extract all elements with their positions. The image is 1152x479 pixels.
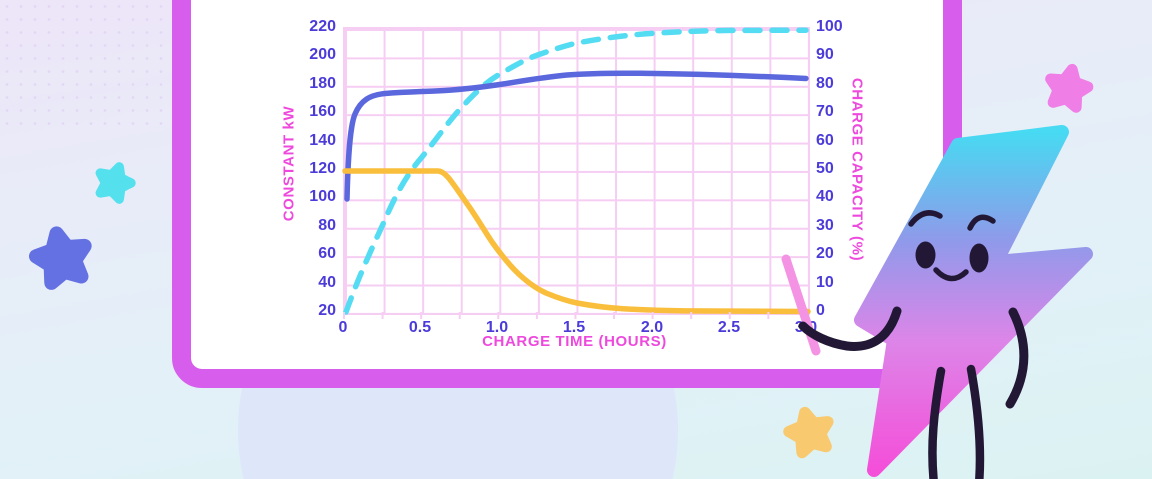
right-tick: 90 — [816, 46, 834, 63]
cyan-star-icon — [95, 162, 136, 204]
left-tick: 60 — [318, 245, 336, 262]
x-tick: 0.5 — [408, 319, 432, 336]
mascot-right-leg — [966, 364, 985, 479]
x-axis-title: CHARGE TIME (HOURS) — [482, 333, 667, 350]
mascot-right-eyebrow — [967, 214, 996, 231]
y-axis-left-title: CONSTANT kW — [280, 105, 298, 222]
mascot-right-arm — [1005, 307, 1029, 409]
x-tick: 2.5 — [717, 319, 741, 336]
right-tick: 0 — [816, 302, 825, 319]
left-tick: 180 — [309, 75, 336, 92]
charge-capacity-line — [343, 27, 809, 315]
chart-plot-area — [342, 27, 811, 315]
left-tick: 160 — [309, 103, 336, 120]
left-tick: 120 — [309, 160, 336, 177]
right-tick: 80 — [816, 75, 834, 92]
left-tick: 140 — [309, 132, 336, 149]
left-tick: 200 — [309, 46, 336, 63]
left-tick: 100 — [309, 188, 336, 205]
lightning-bolt-body — [854, 125, 1093, 477]
left-tick: 40 — [318, 274, 336, 291]
left-tick: 20 — [318, 302, 336, 319]
right-tick: 60 — [816, 132, 834, 149]
blue-star-icon — [28, 226, 92, 290]
right-tick: 50 — [816, 160, 834, 177]
x-tick: 1.0 — [485, 319, 509, 336]
x-tick: 0 — [338, 319, 348, 336]
mascot-left-eyebrow — [908, 210, 943, 227]
pink-star-icon — [1045, 63, 1094, 113]
mascot-smile — [933, 267, 969, 282]
constant-kw-fast-line — [344, 70, 809, 202]
lightning-bolt-mascot — [781, 125, 1093, 479]
mascot-left-eye — [915, 241, 936, 269]
left-tick: 220 — [309, 18, 336, 35]
x-tick: 1.5 — [562, 319, 586, 336]
right-tick: 20 — [816, 245, 834, 262]
right-tick: 10 — [816, 274, 834, 291]
right-tick: 100 — [816, 18, 843, 35]
x-tick: 2.0 — [640, 319, 664, 336]
chart-lines — [342, 27, 811, 315]
constant-kw-tapered-line — [342, 168, 811, 315]
right-tick: 30 — [816, 217, 834, 234]
mascot-left-arm — [798, 306, 902, 351]
mascot-left-leg — [928, 366, 946, 479]
x-tick-marks — [343, 312, 808, 319]
mascot-right-eye — [969, 243, 989, 273]
right-tick: 40 — [816, 188, 834, 205]
right-tick: 70 — [816, 103, 834, 120]
left-tick: 80 — [318, 217, 336, 234]
